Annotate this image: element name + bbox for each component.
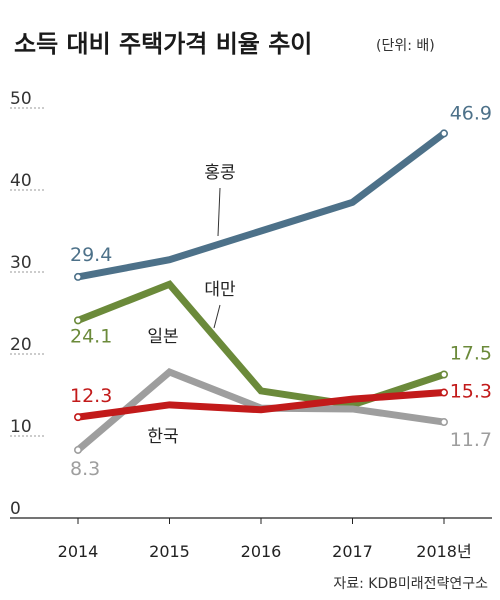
series-name-label: 일본 — [147, 327, 178, 347]
y-tick-label: 30 — [10, 253, 32, 273]
series-endpoint — [439, 418, 448, 427]
series-line — [77, 130, 447, 281]
series-name-label: 한국 — [147, 427, 178, 447]
x-tick-label: 2018년 — [416, 542, 471, 561]
chart-source: 자료: KDB미래전략연구소 — [333, 576, 488, 592]
series-endpoint — [74, 316, 83, 325]
series-label-leader — [213, 304, 221, 329]
series-endpoint — [439, 388, 448, 397]
data-label: 12.3 — [70, 385, 112, 407]
series-name-label: 대만 — [204, 280, 236, 300]
y-tick-label: 20 — [10, 335, 32, 355]
series-endpoint — [74, 272, 83, 281]
y-axis-ticks: 0 10 20 30 40 50 — [10, 89, 46, 519]
chart-title: 소득 대비 주택가격 비율 추이 — [14, 30, 312, 58]
y-tick-label: 10 — [10, 417, 32, 437]
data-label: 24.1 — [70, 325, 112, 347]
y-tick-label: 40 — [10, 171, 32, 191]
series-name-label: 홍콩 — [204, 163, 235, 183]
series-endpoint — [74, 413, 83, 422]
series-label-leader — [217, 187, 221, 237]
y-tick-label: 0 — [10, 499, 21, 519]
x-tick-label: 2017 — [332, 542, 373, 561]
series-endpoint — [439, 129, 448, 138]
series-line — [76, 280, 446, 409]
data-label: 29.4 — [70, 244, 112, 266]
x-axis-ticks: 2014 2015 2016 2017 2018년 — [10, 517, 492, 561]
data-label: 17.5 — [450, 343, 492, 365]
data-label: 46.9 — [450, 102, 492, 124]
data-label: 15.3 — [450, 381, 492, 403]
x-tick-label: 2016 — [241, 542, 282, 561]
data-label: 11.7 — [450, 429, 492, 451]
data-label: 8.3 — [70, 458, 100, 480]
series-lines — [74, 129, 448, 454]
series-line — [77, 389, 445, 421]
series-endpoint — [439, 370, 448, 379]
x-tick-label: 2015 — [149, 542, 190, 561]
series-labels: 29.4 46.9 홍콩 24.1 17.5 대만 8.3 11.7 일본 12.3 15.3 한국 — [70, 102, 492, 480]
x-tick-label: 2014 — [58, 542, 99, 561]
y-tick-label: 50 — [10, 89, 32, 109]
series-endpoint — [74, 445, 83, 454]
chart-unit: (단위: 배) — [376, 38, 435, 54]
